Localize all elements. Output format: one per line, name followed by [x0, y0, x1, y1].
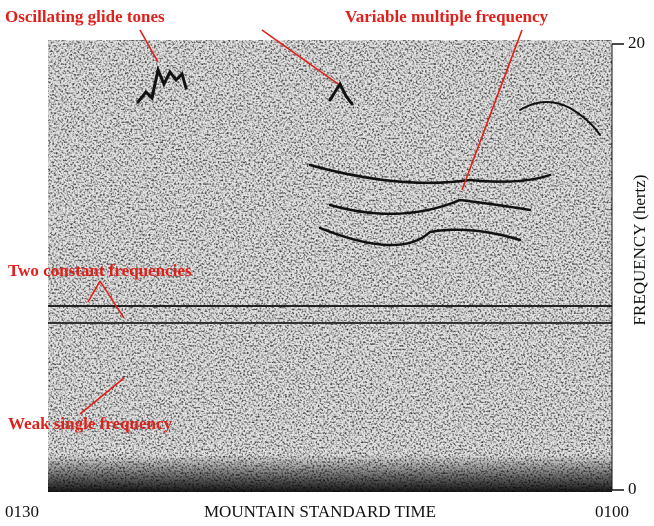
annotation: Oscillating glide tones [5, 7, 165, 26]
annotation: Variable multiple frequency [345, 7, 549, 26]
x-label-end: 0100 [595, 502, 629, 521]
chart: Oscillating glide tones Variable multipl… [0, 0, 654, 526]
y-tick-label: 0 [628, 479, 637, 498]
y-axis-title: FREQUENCY (hertz) [630, 175, 649, 326]
y-tick-label: 20 [628, 33, 645, 52]
x-axis-title: MOUNTAIN STANDARD TIME [204, 502, 436, 521]
x-label-start: 0130 [5, 502, 39, 521]
annotation: Two constant frequencies [8, 261, 192, 280]
annotation: Weak single frequency [8, 414, 173, 433]
